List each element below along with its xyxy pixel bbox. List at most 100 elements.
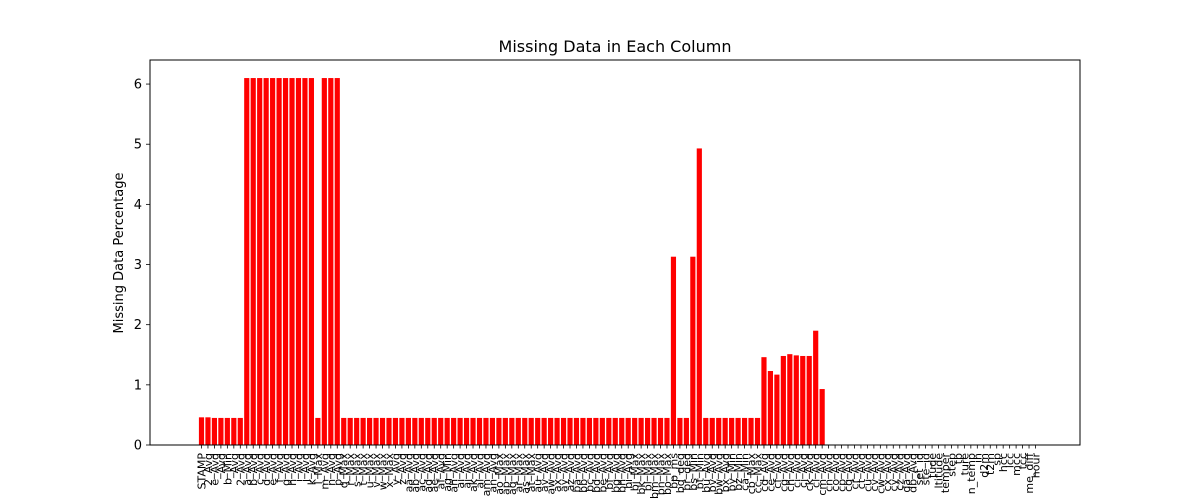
bar	[231, 417, 237, 445]
x-tick-label: ah_Avg	[448, 453, 461, 493]
bar	[683, 417, 689, 445]
bar	[813, 330, 819, 445]
bar	[761, 357, 767, 445]
bar	[444, 417, 450, 445]
x-tick-label: tp	[952, 453, 965, 464]
bar	[670, 256, 677, 445]
x-tick-label: bz_Min	[732, 453, 745, 491]
bar	[263, 78, 269, 446]
bar	[580, 417, 586, 445]
x-tick-label: ao_Max	[493, 453, 506, 495]
y-tick-label: 6	[134, 78, 142, 93]
bar	[716, 417, 722, 445]
x-tick-label: _Avg	[215, 453, 228, 480]
x-tick-label: j_Avg	[299, 453, 312, 483]
x-tick-label: ae_Avg	[428, 453, 441, 492]
x-tick-label: ck_Avg	[803, 453, 816, 491]
x-tick-label: step	[945, 453, 958, 477]
y-tick-label: 2	[134, 318, 142, 333]
x-tick-label: bl_Max	[642, 453, 655, 492]
x-tick-label: cu_Avg	[861, 453, 874, 492]
x-tick-label: f_Avg	[273, 453, 286, 483]
bar	[748, 417, 754, 445]
x-tick-label: d_Avg	[260, 453, 273, 486]
y-tick-label: 1	[134, 378, 142, 393]
x-tick-label: u_Max	[364, 453, 377, 489]
x-tick-label: p_Avg	[331, 453, 344, 486]
bar	[347, 417, 353, 445]
x-tick-label: ture	[958, 453, 971, 476]
x-tick-label: cn_Avg	[823, 453, 836, 492]
bar	[729, 417, 735, 445]
x-tick-label: aw_Avg	[545, 453, 558, 495]
bar	[360, 417, 366, 445]
bar	[800, 355, 806, 445]
x-tick-label: ab_Avg	[409, 453, 422, 493]
bar	[463, 417, 470, 445]
bar	[774, 374, 780, 445]
x-tick-label: as_Max	[519, 453, 532, 494]
plot-area-frame	[149, 59, 1081, 446]
bar	[645, 417, 651, 445]
bar	[793, 355, 799, 445]
x-tick-label: mcc	[1010, 453, 1023, 476]
bar	[244, 78, 250, 446]
x-tick-label: bo_Max	[661, 453, 674, 495]
x-tick-label: hcc	[997, 453, 1010, 472]
x-tick-label: v_Max	[370, 453, 383, 488]
x-tick-label: bu_Avg	[700, 453, 713, 493]
bar	[677, 417, 683, 445]
bar	[270, 78, 276, 446]
bar	[522, 417, 528, 445]
bar	[541, 417, 547, 445]
x-tick-label: bw_Avg	[713, 453, 726, 495]
x-tick-label: g_Avg	[280, 453, 293, 486]
bar	[451, 417, 457, 445]
x-tick-label: am_Avg	[480, 453, 493, 496]
x-tick-label: bn_Max	[655, 453, 668, 496]
x-tick-label: aj_Avg	[461, 453, 474, 489]
y-tick-label: 3	[134, 258, 142, 273]
x-tick-label: t2m	[984, 453, 997, 475]
x-tick-label: ar_Max	[512, 453, 525, 493]
bar	[205, 417, 211, 445]
x-tick-label: bf_Avg	[603, 453, 616, 490]
bar	[476, 417, 483, 445]
x-tick-label: au_Avg	[532, 453, 545, 493]
x-tick-label: cr_Avg	[848, 453, 861, 489]
x-tick-label: bp_ms	[667, 453, 680, 489]
y-tick-label: 0	[134, 439, 142, 454]
x-tick-label: db_Avg	[907, 453, 920, 493]
x-tick-label: in	[971, 453, 984, 463]
bar	[237, 417, 243, 445]
x-tick-label: bi_Avg	[622, 453, 635, 489]
bar	[754, 417, 761, 445]
bar	[509, 417, 515, 445]
x-tick-label: ci_Avg	[790, 453, 803, 488]
bar	[218, 417, 224, 445]
x-tick-label: ca_Min	[739, 453, 752, 491]
x-tick-label: c_Avg	[254, 453, 267, 485]
bar	[211, 417, 218, 445]
x-tick-label: x_Max	[383, 453, 396, 488]
x-tick-label: bb_Avg	[577, 453, 590, 493]
x-tick-label: cj_Avg	[797, 453, 810, 488]
x-tick-label: me_diff	[1023, 453, 1036, 494]
x-tick-label: q_Max	[338, 453, 351, 489]
x-tick-label: cq_Avg	[842, 453, 855, 492]
x-tick-label: 2_Avg	[202, 453, 215, 486]
x-tick-label: br_deg	[680, 453, 693, 491]
bar	[612, 417, 618, 445]
bar	[483, 417, 489, 445]
x-tick-label: ay_Avg	[558, 453, 571, 492]
bar	[806, 355, 812, 445]
bar	[741, 417, 748, 445]
x-tick-label: cg_Avg	[777, 453, 790, 492]
bar	[696, 148, 702, 445]
bar	[334, 78, 340, 446]
x-tick-label: cp_Avg	[836, 453, 849, 492]
x-tick-label: e_Avg	[267, 453, 280, 486]
bar	[302, 78, 308, 446]
